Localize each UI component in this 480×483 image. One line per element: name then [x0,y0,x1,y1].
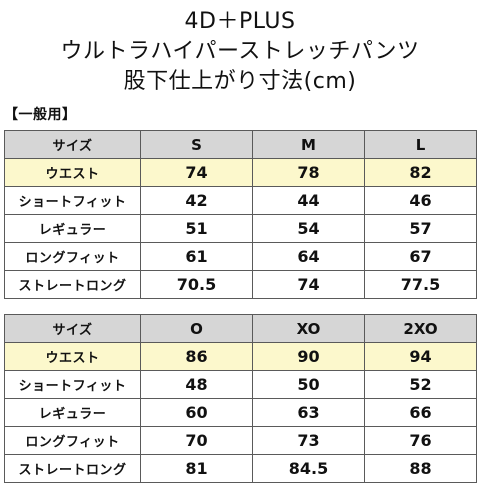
table-cell: 54 [252,214,365,243]
table-cell: 66 [364,398,477,427]
row-label: ロングフィット [4,426,141,455]
table-cell: 90 [252,342,365,371]
header-cell-l: L [364,130,477,159]
table-cell: 81 [140,454,253,483]
table-header-row: サイズ O XO 2XO [4,314,477,343]
row-label: ショートフィット [4,370,141,399]
table-cell: 42 [140,186,253,215]
table-row-short-fit: ショートフィット 42 44 46 [4,186,477,215]
section-label-general: 【一般用】 [4,107,77,123]
table-row-waist: ウエスト 86 90 94 [4,342,477,371]
table-cell: 73 [252,426,365,455]
table-cell: 46 [364,186,477,215]
table-row-long-fit: ロングフィット 61 64 67 [4,242,477,271]
table-cell: 57 [364,214,477,243]
table-cell: 63 [252,398,365,427]
table-cell: 70.5 [140,270,253,299]
table-cell: 67 [364,242,477,271]
row-label: ショートフィット [4,186,141,215]
row-label: ストレートロング [4,454,141,483]
table-cell: 84.5 [252,454,365,483]
size-table-s-m-l: サイズ S M L ウエスト 74 78 82 ショートフィット 42 44 4… [4,130,477,299]
table-row-long-fit: ロングフィット 70 73 76 [4,426,477,455]
table-row-straight-long: ストレートロング 70.5 74 77.5 [4,270,477,299]
row-label: ロングフィット [4,242,141,271]
table-cell: 61 [140,242,253,271]
table-cell: 52 [364,370,477,399]
table-cell: 94 [364,342,477,371]
table-header-row: サイズ S M L [4,130,477,159]
table-cell: 64 [252,242,365,271]
header-cell-xo: XO [252,314,365,343]
table-row-regular: レギュラー 51 54 57 [4,214,477,243]
header-cell-m: M [252,130,365,159]
table-row-short-fit: ショートフィット 48 50 52 [4,370,477,399]
table-row-regular: レギュラー 60 63 66 [4,398,477,427]
size-table-o-xo-2xo: サイズ O XO 2XO ウエスト 86 90 94 ショートフィット 48 5… [4,314,477,483]
table-row-straight-long: ストレートロング 81 84.5 88 [4,454,477,483]
table-cell: 60 [140,398,253,427]
header-cell-size: サイズ [4,130,141,159]
table-cell: 74 [140,158,253,187]
table-cell: 48 [140,370,253,399]
row-label: レギュラー [4,214,141,243]
header-cell-s: S [140,130,253,159]
size-chart-subtitle: 股下仕上がり寸法(cm) [123,69,357,94]
table-cell: 51 [140,214,253,243]
table-cell: 82 [364,158,477,187]
table-cell: 74 [252,270,365,299]
row-label: ストレートロング [4,270,141,299]
row-label: レギュラー [4,398,141,427]
table-cell: 86 [140,342,253,371]
product-name-title: ウルトラハイパーストレッチパンツ [60,39,420,64]
row-label: ウエスト [4,342,141,371]
header-cell-o: O [140,314,253,343]
row-label: ウエスト [4,158,141,187]
product-brand-title: 4D＋PLUS [184,9,296,34]
table-cell: 50 [252,370,365,399]
table-cell: 76 [364,426,477,455]
table-cell: 88 [364,454,477,483]
table-cell: 44 [252,186,365,215]
header-cell-size: サイズ [4,314,141,343]
table-cell: 78 [252,158,365,187]
table-row-waist: ウエスト 74 78 82 [4,158,477,187]
table-cell: 70 [140,426,253,455]
table-cell: 77.5 [364,270,477,299]
header-cell-2xo: 2XO [364,314,477,343]
